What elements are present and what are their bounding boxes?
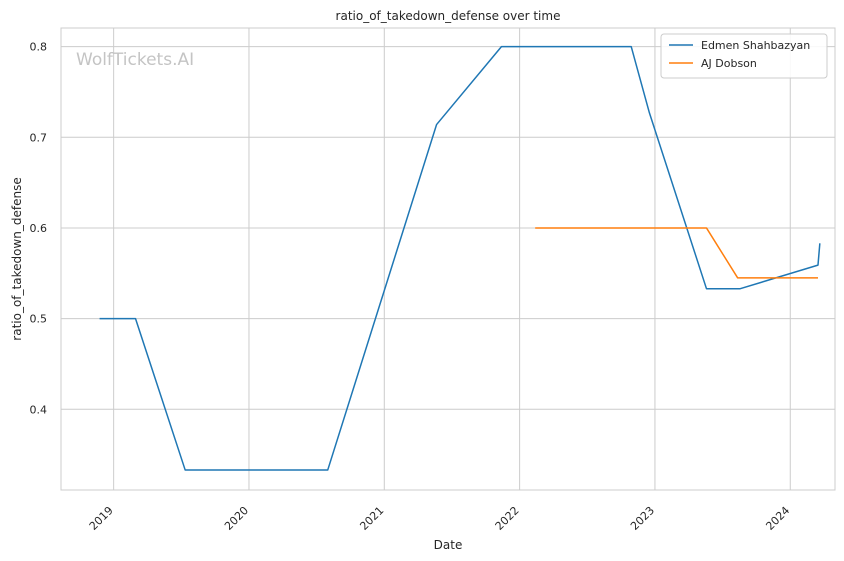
y-tick-label: 0.6 [30,222,48,235]
watermark-text: WolfTickets.AI [76,50,194,70]
chart-title: ratio_of_takedown_defense over time [336,9,561,23]
x-axis-title: Date [434,538,463,552]
y-tick-label: 0.4 [30,403,48,416]
y-axis-ticks: 0.4 0.5 0.6 0.7 0.8 [30,41,48,417]
y-tick-label: 0.7 [30,131,48,144]
y-tick-label: 0.5 [30,313,48,326]
series-lines [99,45,821,471]
legend-label-0: Edmen Shahbazyan [701,39,810,52]
y-tick-label: 0.8 [30,41,48,54]
series-line-1 [535,227,818,279]
plot-frame [60,27,836,491]
legend-label-1: AJ Dobson [701,57,757,70]
legend: Edmen Shahbazyan AJ Dobson [660,33,828,79]
series-line-0 [99,45,821,471]
legend-box [660,33,828,79]
y-axis-title: ratio_of_takedown_defense [10,177,24,340]
